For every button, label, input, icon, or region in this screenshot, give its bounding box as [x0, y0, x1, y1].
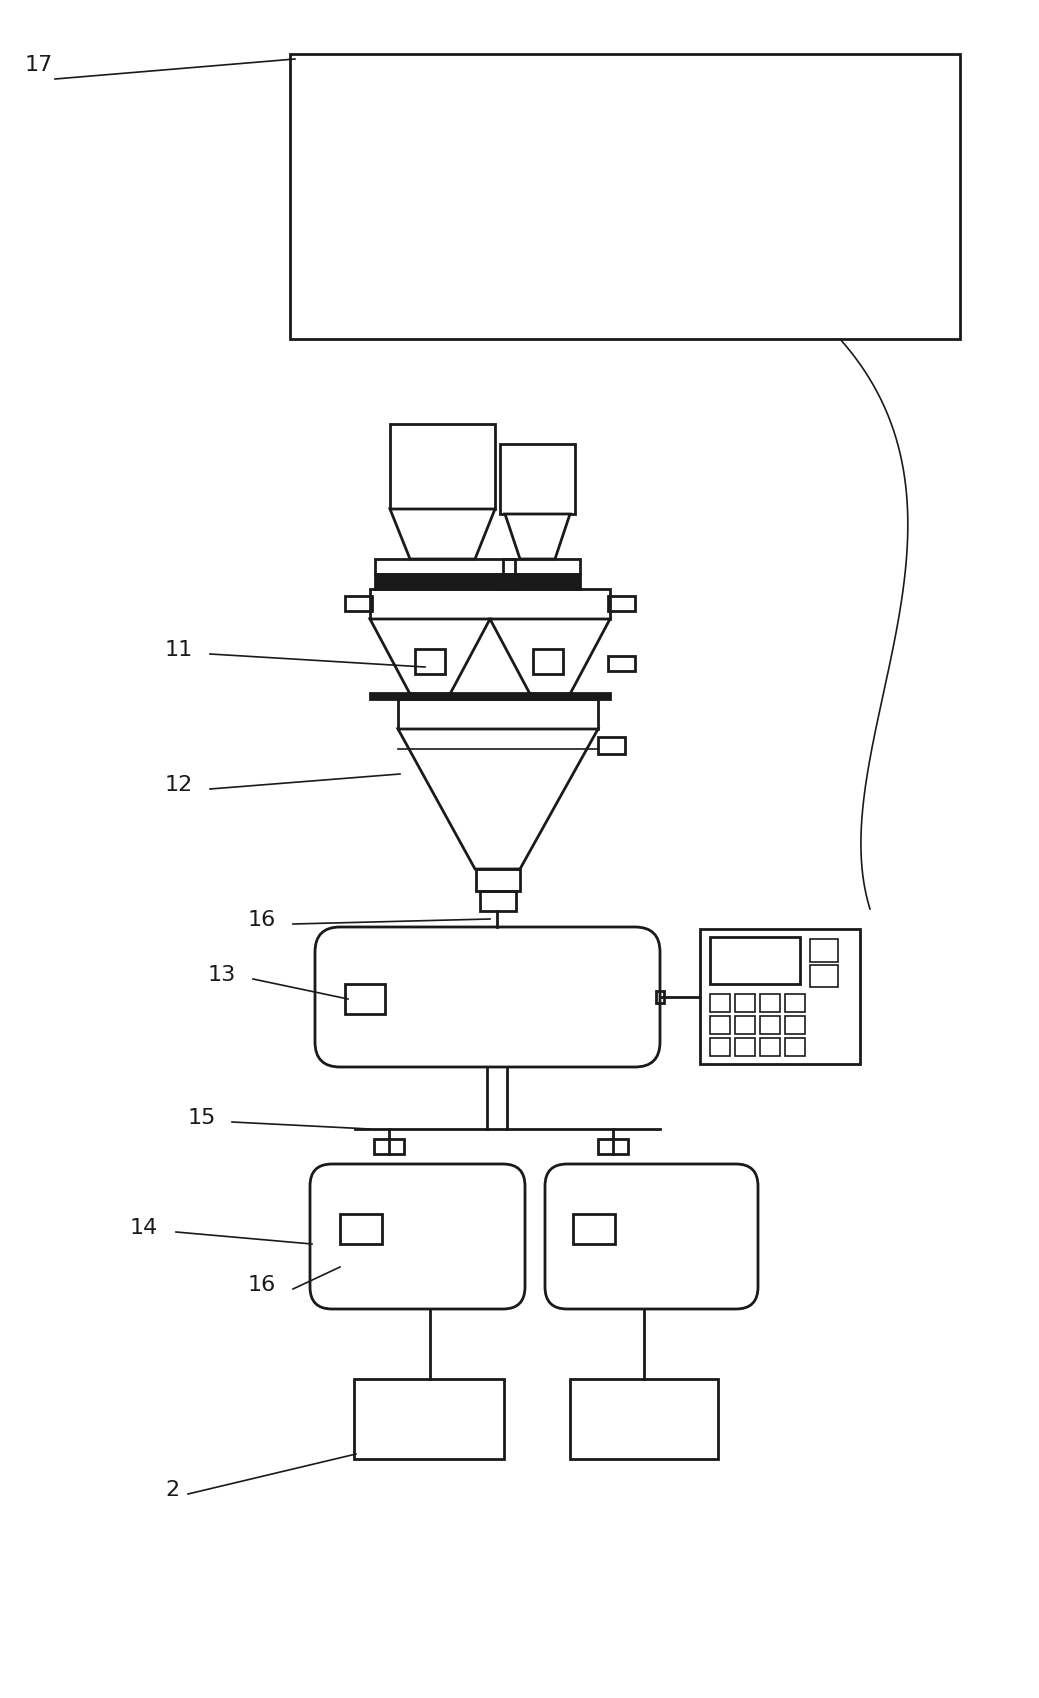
Bar	[700, 929, 860, 1065]
Polygon shape	[490, 620, 610, 694]
Bar	[785, 1017, 805, 1034]
Bar	[810, 966, 838, 988]
Bar	[290, 54, 960, 340]
Bar	[608, 657, 635, 672]
Bar	[415, 650, 445, 674]
Bar	[760, 1039, 780, 1056]
Bar	[345, 985, 385, 1014]
Bar	[370, 693, 610, 700]
Bar	[374, 1139, 404, 1155]
Text: 17: 17	[25, 54, 53, 75]
Bar	[735, 1039, 755, 1056]
Bar	[598, 737, 625, 754]
Bar	[785, 995, 805, 1012]
Bar	[656, 992, 664, 1004]
Bar	[570, 1379, 718, 1459]
Text: 12: 12	[165, 774, 193, 795]
Bar	[480, 891, 516, 912]
Text: 16: 16	[248, 1274, 276, 1294]
Polygon shape	[505, 514, 570, 560]
Bar	[598, 1139, 628, 1155]
Bar	[735, 1017, 755, 1034]
Bar	[370, 589, 610, 620]
Bar	[503, 560, 580, 574]
Bar	[390, 424, 495, 509]
Bar	[710, 1017, 730, 1034]
Bar	[375, 574, 515, 589]
Polygon shape	[398, 730, 598, 869]
Polygon shape	[370, 620, 490, 694]
Text: 14: 14	[130, 1217, 158, 1238]
Bar	[608, 596, 635, 611]
Text: 2: 2	[165, 1479, 179, 1499]
Bar	[345, 596, 372, 611]
Bar	[503, 574, 580, 589]
Text: 13: 13	[208, 964, 236, 985]
Text: 15: 15	[188, 1107, 216, 1127]
Bar	[710, 995, 730, 1012]
Bar	[710, 937, 800, 985]
Bar	[710, 1039, 730, 1056]
Bar	[760, 995, 780, 1012]
Bar	[572, 1214, 615, 1245]
Bar	[735, 995, 755, 1012]
Bar	[398, 700, 598, 730]
Bar	[340, 1214, 382, 1245]
Bar	[375, 560, 515, 574]
Text: 16: 16	[248, 910, 276, 929]
Polygon shape	[390, 509, 495, 560]
Bar	[476, 869, 520, 891]
Bar	[785, 1039, 805, 1056]
Bar	[354, 1379, 504, 1459]
Bar	[533, 650, 563, 674]
Bar	[810, 939, 838, 963]
Text: 11: 11	[165, 640, 193, 659]
Bar	[500, 445, 575, 514]
Bar	[760, 1017, 780, 1034]
